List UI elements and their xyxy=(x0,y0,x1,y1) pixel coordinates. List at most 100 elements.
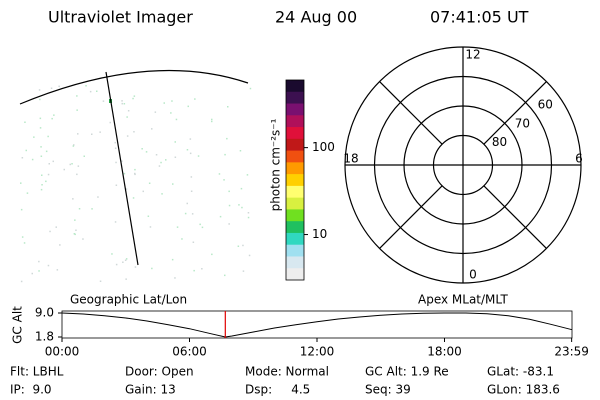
altitude-label: GC Alt xyxy=(11,306,25,344)
speckle xyxy=(154,111,157,113)
speckle xyxy=(132,97,134,100)
speckle xyxy=(142,190,144,193)
speckle xyxy=(40,146,42,148)
polar-diagonal xyxy=(483,81,547,145)
speckle xyxy=(126,135,129,137)
speckle xyxy=(21,157,24,159)
colorbar-label: photon cm⁻²s⁻¹ xyxy=(269,118,283,211)
altitude-xtick-label: 00:00 xyxy=(45,345,80,359)
status-field: Seq: 39 xyxy=(365,383,411,397)
speckle xyxy=(33,136,35,138)
speckle xyxy=(228,204,231,207)
speckle xyxy=(77,165,80,167)
image-speckle xyxy=(20,85,252,283)
altitude-xtick-label: 23:59 xyxy=(554,345,589,359)
speckle xyxy=(211,120,213,123)
speckle xyxy=(115,161,117,164)
speckle xyxy=(132,197,135,199)
speckle xyxy=(145,151,148,153)
speckle xyxy=(122,261,124,263)
polar-mlt-label: 12 xyxy=(465,48,480,62)
speckle xyxy=(241,206,243,209)
speckle xyxy=(228,223,230,225)
speckle xyxy=(165,159,167,161)
polar-lat-label: 80 xyxy=(492,135,507,149)
speckle xyxy=(123,103,126,105)
speckle xyxy=(99,131,101,133)
speckle xyxy=(20,182,22,184)
speckle xyxy=(38,89,41,91)
colorbar-band xyxy=(286,150,304,163)
speckle xyxy=(228,190,230,193)
speckle xyxy=(227,106,229,108)
speckle xyxy=(133,131,135,133)
speckle xyxy=(56,269,59,271)
speckle xyxy=(189,152,192,155)
speckle xyxy=(126,116,128,118)
altitude-ytick-label: 9.0 xyxy=(35,306,54,320)
speckle xyxy=(191,213,194,215)
speckle xyxy=(186,202,188,205)
speckle xyxy=(149,226,152,228)
polar-diagonal xyxy=(379,185,443,249)
left-panel-title: Geographic Lat/Lon xyxy=(70,293,187,307)
speckle xyxy=(45,180,47,183)
speckle xyxy=(163,102,165,104)
speckle xyxy=(115,263,118,266)
speckle xyxy=(174,277,176,279)
speckle xyxy=(111,253,113,255)
status-field: Gain: 13 xyxy=(125,383,176,397)
speckle xyxy=(63,168,65,171)
speckle xyxy=(76,173,78,176)
colorbar-frame xyxy=(285,79,305,281)
speckle xyxy=(127,110,130,112)
polar-diagonal xyxy=(483,185,547,249)
time: 07:41:05 UT xyxy=(430,8,529,27)
speckle xyxy=(69,163,71,166)
speckle xyxy=(226,137,228,140)
colorbar-tick-label: 10 xyxy=(312,227,327,241)
speckle xyxy=(124,259,127,261)
altitude-curve xyxy=(61,312,573,338)
colorbar-band xyxy=(286,162,304,175)
speckle xyxy=(47,264,50,267)
speckle xyxy=(91,133,93,135)
speckle xyxy=(38,260,40,263)
speckle xyxy=(184,212,187,215)
speckle xyxy=(47,173,50,176)
speckle xyxy=(246,174,249,176)
speckle xyxy=(134,172,136,175)
speckle xyxy=(109,121,111,124)
speckle xyxy=(121,160,123,162)
speckle xyxy=(26,192,29,194)
speckle xyxy=(41,184,43,186)
speckle xyxy=(39,98,41,101)
speckle xyxy=(211,253,213,256)
speckle xyxy=(160,161,162,164)
speckle xyxy=(91,208,93,210)
speckle xyxy=(53,114,55,116)
horizon-arc xyxy=(19,69,249,105)
speckle xyxy=(125,258,128,260)
speckle xyxy=(174,156,177,158)
status-field: Dsp: 4.5 xyxy=(245,383,310,397)
speckle xyxy=(59,244,61,246)
speckle xyxy=(83,155,85,157)
instrument-title: Ultraviolet Imager xyxy=(48,8,193,27)
speckle xyxy=(151,128,153,130)
speckle xyxy=(247,216,250,219)
colorbar-band xyxy=(286,138,304,152)
speckle xyxy=(39,117,42,120)
speckle xyxy=(39,127,42,129)
speckle xyxy=(115,184,118,186)
polar-mlt-label: 0 xyxy=(469,268,477,282)
speckle xyxy=(249,87,252,90)
speckle xyxy=(240,187,243,190)
speckle xyxy=(170,112,172,114)
speckle xyxy=(201,226,204,229)
speckle xyxy=(102,100,105,102)
speckle xyxy=(77,133,79,135)
speckle xyxy=(45,150,48,153)
speckle xyxy=(224,274,226,277)
